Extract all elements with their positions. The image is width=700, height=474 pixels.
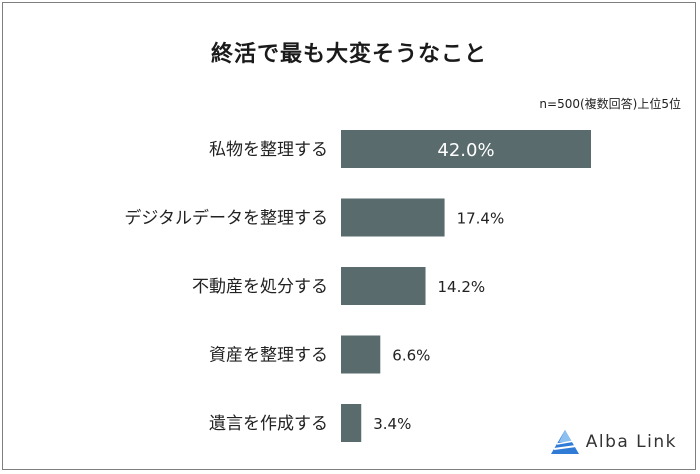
- value-label: 14.2%: [438, 278, 486, 296]
- logo-text: Alba Link: [585, 432, 677, 452]
- value-label: 6.6%: [392, 347, 430, 365]
- bar: [341, 267, 426, 305]
- value-label: 17.4%: [457, 210, 505, 228]
- category-label: デジタルデータを整理する: [124, 208, 328, 229]
- bar: [341, 404, 362, 442]
- chart-frame: 終活で最も大変そうなこと n=500(複数回答)上位5位 私物を整理する 42.0…: [2, 2, 696, 470]
- value-label: 3.4%: [373, 415, 411, 433]
- bar: [341, 198, 445, 237]
- bar: [341, 130, 591, 168]
- category-label: 資産を整理する: [209, 346, 328, 366]
- chart-note: n=500(複数回答)上位5位: [539, 97, 681, 111]
- value-label: 42.0%: [437, 140, 494, 161]
- category-label: 遺言を作成する: [209, 414, 328, 434]
- category-label: 不動産を処分する: [192, 277, 328, 297]
- chart-title: 終活で最も大変そうなこと: [210, 42, 487, 67]
- category-label: 私物を整理する: [209, 140, 328, 160]
- bar: [341, 335, 381, 374]
- alba-link-logo: Alba Link: [550, 429, 677, 455]
- bar-chart: 私物を整理する 42.0% デジタルデータを整理する 17.4% 不動産を処分する 14.…: [124, 130, 591, 442]
- alba-link-logo-icon: [550, 430, 579, 454]
